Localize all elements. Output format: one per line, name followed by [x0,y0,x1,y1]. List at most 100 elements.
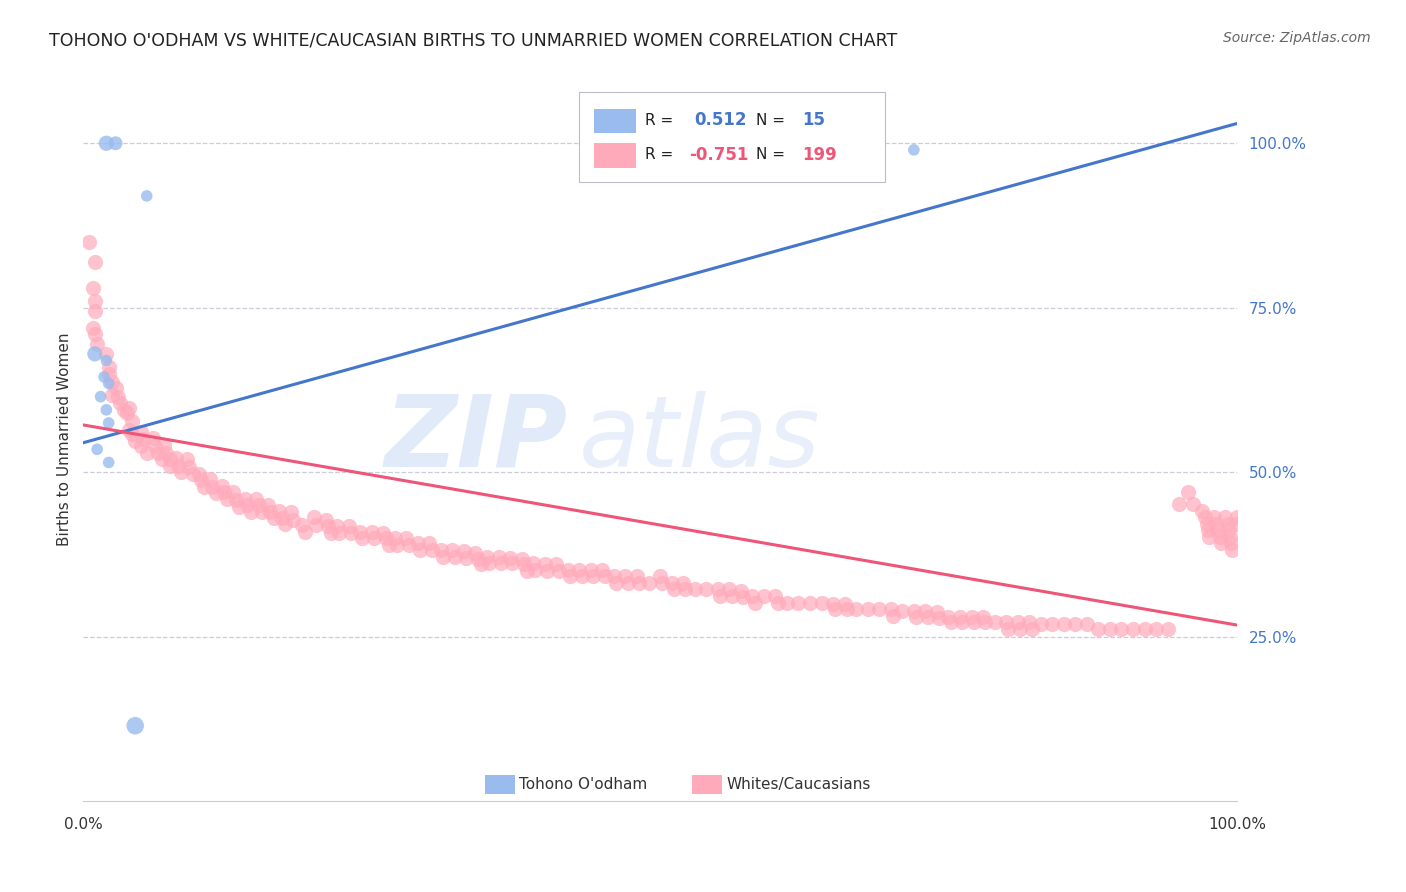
Text: Whites/Caucasians: Whites/Caucasians [727,777,872,792]
Point [733,591,755,605]
Point [1209,536,1232,550]
Point [217,491,239,506]
Point [1177,485,1199,500]
Point [744,596,766,610]
Point [510,552,533,566]
Point [337,519,360,533]
Point [1156,622,1178,636]
Point [97,367,120,381]
Point [524,563,547,577]
Text: N =: N = [756,147,785,162]
Point [129,425,152,439]
Point [82,281,104,295]
Point [212,485,235,500]
Point [441,543,464,558]
Point [270,511,292,525]
Point [891,603,914,617]
Point [228,500,250,514]
Point [247,498,270,512]
Point [903,603,925,617]
Point [257,498,280,512]
Point [741,589,763,603]
Point [960,610,983,624]
Point [315,513,337,527]
Point [96,402,118,417]
Point [101,375,124,389]
Point [1029,616,1052,631]
Point [108,396,131,410]
Point [593,569,616,583]
Point [328,525,350,540]
Point [628,575,651,590]
Point [233,491,256,506]
Point [294,524,316,539]
Point [683,582,706,597]
Point [121,414,143,428]
Point [86,442,108,457]
Point [430,543,453,558]
Point [995,615,1018,630]
Point [101,387,124,401]
Point [776,596,799,610]
Point [378,538,401,552]
Point [179,460,201,475]
Point [363,531,385,545]
Point [1197,523,1219,537]
Point [1216,516,1239,531]
Point [115,406,138,420]
Point [972,610,994,624]
Point [997,622,1019,636]
Point [1213,510,1236,524]
Point [1064,616,1087,631]
Text: N =: N = [756,112,785,128]
Point [1218,523,1240,537]
Point [675,582,697,597]
Point [766,596,789,610]
Point [135,445,157,459]
Point [211,478,233,492]
Point [939,615,962,630]
Point [903,143,925,157]
Point [880,602,903,616]
Point [143,439,166,453]
Point [928,611,950,625]
Point [925,605,948,619]
Point [475,549,498,564]
Point [488,549,510,564]
Point [1208,523,1230,537]
Point [605,575,627,590]
Point [720,589,742,603]
Text: atlas: atlas [579,391,821,488]
Point [845,602,868,616]
Point [176,452,198,467]
Point [856,602,879,616]
Point [245,491,267,506]
FancyBboxPatch shape [485,775,515,794]
Point [77,235,100,249]
Point [340,525,363,540]
Point [181,467,204,481]
Point [1219,530,1241,544]
Point [291,518,314,533]
Point [547,564,569,578]
Point [882,608,904,623]
Point [97,416,120,430]
Point [283,513,305,527]
Point [225,493,247,508]
FancyBboxPatch shape [595,144,636,168]
Point [83,347,105,361]
Point [418,536,440,550]
Point [651,575,673,590]
Point [274,516,297,531]
Point [352,531,374,545]
Point [557,563,579,577]
Point [201,480,224,494]
Point [662,582,685,597]
Point [321,525,343,540]
Point [522,556,544,570]
Point [1040,616,1063,631]
Point [1205,516,1227,531]
Point [193,480,215,494]
Point [190,473,212,487]
Point [579,563,602,577]
